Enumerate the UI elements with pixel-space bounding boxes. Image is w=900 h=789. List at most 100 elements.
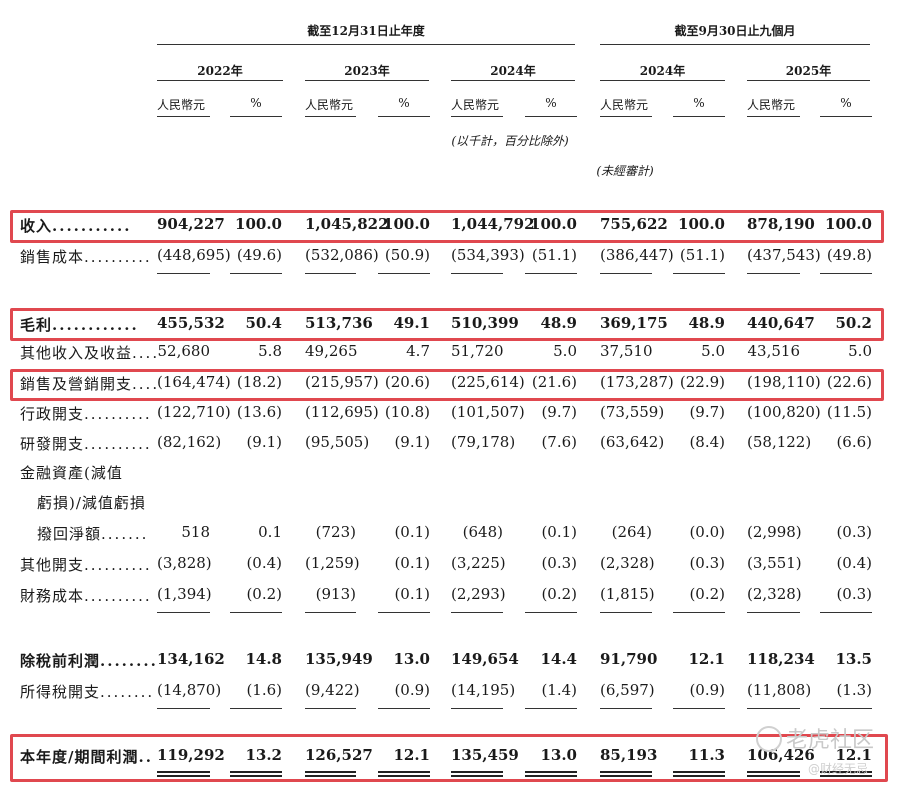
row-label-leader: .... (132, 344, 160, 362)
table-cell: 5.0 (701, 342, 725, 360)
row-label-leader: .......... (84, 435, 152, 453)
table-cell: (9,422) (305, 681, 360, 699)
table-cell: 11.3 (688, 746, 725, 764)
row-label-leader: .. (138, 748, 153, 766)
row-label-text: 毛利 (20, 316, 53, 334)
row-label-leader: ....... (101, 525, 149, 543)
row-label: 研發開支.......... (20, 433, 152, 454)
table-cell: (101,507) (451, 403, 525, 421)
column-header-rule (305, 116, 356, 117)
table-cell: (100,820) (747, 403, 821, 421)
subtotal-rule (157, 273, 210, 274)
table-cell: (1,815) (600, 585, 655, 603)
note-thousands: (以千計，百分比除外) (451, 134, 569, 148)
subtotal-rule (600, 273, 652, 274)
row-label-text: 財務成本 (20, 587, 85, 605)
table-cell: 455,532 (157, 314, 225, 332)
column-header-rule (157, 116, 210, 117)
rmb-column-header: 人民幣元 (157, 98, 206, 112)
table-cell: (0.2) (689, 585, 725, 603)
subtotal-rule (378, 612, 430, 613)
table-cell: (2,998) (747, 523, 802, 541)
impairment-label-line-2: 虧損)/減值虧損 (37, 494, 146, 512)
column-header-rule (451, 116, 503, 117)
table-cell: (9.1) (394, 433, 430, 451)
subtotal-rule (230, 612, 282, 613)
table-cell: (22.9) (679, 373, 725, 391)
subtotal-rule (673, 708, 725, 709)
subtotal-rule (747, 708, 800, 709)
subtotal-rule (378, 708, 430, 709)
year-header: 2022年 (197, 64, 243, 78)
table-cell: (51.1) (679, 246, 725, 264)
subtotal-rule (305, 612, 356, 613)
year-header: 2023年 (344, 64, 390, 78)
total-double-rule (305, 771, 356, 777)
table-cell: (0.0) (689, 523, 725, 541)
table-cell: 149,654 (451, 650, 519, 668)
table-cell: 134,162 (157, 650, 225, 668)
row-label-text: 其他收入及收益 (20, 344, 133, 362)
rmb-column-header: 人民幣元 (305, 98, 354, 112)
table-cell: (0.3) (689, 554, 725, 572)
table-cell: 48.9 (688, 314, 725, 332)
table-cell: (648) (462, 523, 503, 541)
table-cell: (1,259) (305, 554, 360, 572)
year-header-rule (451, 80, 575, 81)
row-label-leader: .... (132, 375, 160, 393)
table-cell: (82,162) (157, 433, 222, 451)
table-cell: (18.2) (236, 373, 282, 391)
table-cell: 14.8 (245, 650, 282, 668)
subtotal-rule (230, 273, 282, 274)
table-cell: 48.9 (540, 314, 577, 332)
year-header-rule (747, 80, 870, 81)
table-cell: (0.3) (541, 554, 577, 572)
table-cell: 369,175 (600, 314, 668, 332)
subtotal-rule (673, 612, 725, 613)
year-header-rule (157, 80, 283, 81)
row-label-text: 撥回淨額 (37, 525, 102, 543)
table-cell: 49,265 (305, 342, 358, 360)
year-header: 2025年 (785, 64, 832, 78)
row-label: 銷售成本.......... (20, 246, 152, 267)
table-cell: (11.5) (826, 403, 872, 421)
row-label-text: 行政開支 (20, 405, 85, 423)
table-cell: 12.1 (835, 746, 872, 764)
table-cell: 755,622 (600, 215, 668, 233)
table-cell: 100.0 (383, 215, 430, 233)
total-double-rule (525, 771, 577, 777)
table-cell: 52,680 (157, 342, 211, 360)
table-cell: (532,086) (305, 246, 379, 264)
table-cell: (13.6) (236, 403, 282, 421)
table-cell: (51.1) (531, 246, 577, 264)
table-cell: 12.1 (393, 746, 430, 764)
table-cell: (534,393) (451, 246, 525, 264)
row-label: 毛利............ (20, 314, 139, 335)
row-label: 其他收入及收益.... (20, 342, 159, 363)
year-header-rule (600, 80, 725, 81)
table-cell: (2,293) (451, 585, 506, 603)
year-header: 2024年 (490, 64, 536, 78)
subtotal-rule (378, 273, 430, 274)
year-header: 2024年 (639, 64, 686, 78)
row-label: 其他開支.......... (20, 554, 152, 575)
table-cell: (10.8) (384, 403, 430, 421)
table-cell: (49.8) (826, 246, 872, 264)
period-fy-header: 截至12月31日止年度 (307, 24, 425, 38)
table-cell: (6.6) (836, 433, 872, 451)
table-cell: (58,122) (747, 433, 812, 451)
table-cell: 126,527 (305, 746, 373, 764)
table-cell: 518 (181, 523, 210, 541)
table-cell: 100.0 (235, 215, 282, 233)
table-cell: 43,516 (747, 342, 801, 360)
table-cell: 51,720 (451, 342, 504, 360)
row-label: 行政開支.......... (20, 403, 152, 424)
table-cell: 135,949 (305, 650, 373, 668)
watermark-text: 老虎社区 (786, 728, 875, 753)
row-label-leader: .......... (84, 405, 152, 423)
table-cell: 13.2 (245, 746, 282, 764)
row-label: 財務成本.......... (20, 585, 152, 606)
subtotal-rule (157, 612, 210, 613)
table-cell: (2,328) (747, 585, 802, 603)
column-header-rule (230, 116, 282, 117)
